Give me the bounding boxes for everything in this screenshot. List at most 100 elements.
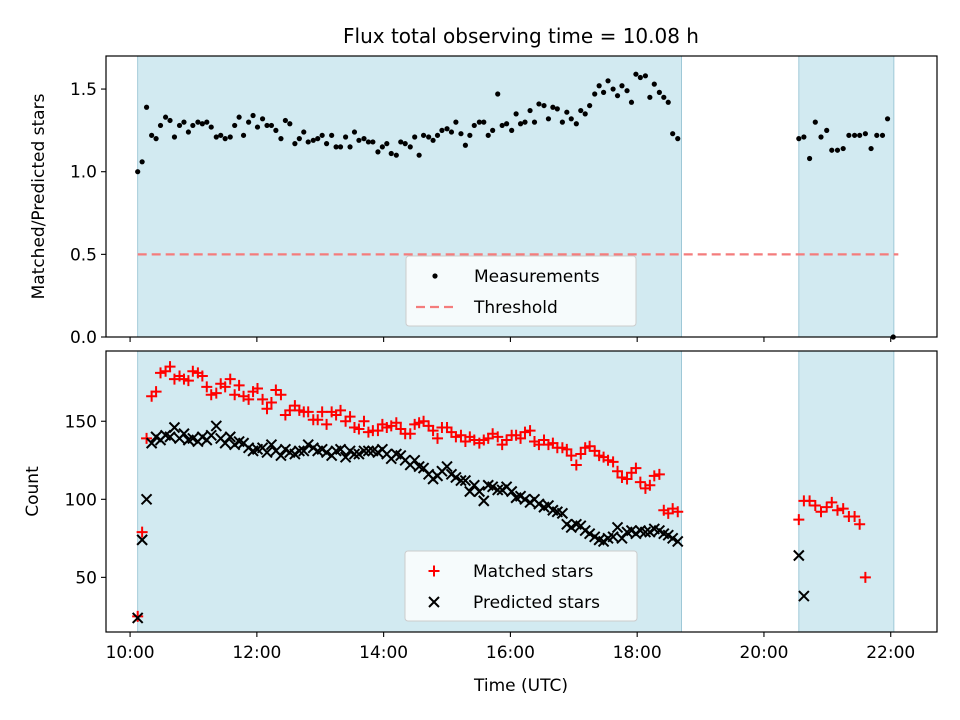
matched-star-point xyxy=(634,476,646,488)
y-tick-label: 100 xyxy=(65,490,97,510)
measurement-point xyxy=(857,132,863,138)
matched-star-point xyxy=(136,526,148,538)
measurement-point xyxy=(370,139,376,145)
measurement-point xyxy=(605,78,611,84)
predicted-star-point xyxy=(334,443,347,456)
predicted-star-point xyxy=(478,495,490,507)
measurement-point xyxy=(254,124,261,130)
matched-star-point xyxy=(826,496,838,508)
legend-box xyxy=(404,550,638,622)
measurement-point xyxy=(310,137,316,143)
predicted-star-point xyxy=(348,448,361,460)
matched-star-point xyxy=(524,425,536,437)
matched-star-point xyxy=(316,406,328,418)
x-tick-label: 18:00 xyxy=(613,643,662,663)
matched-star-point xyxy=(809,500,821,512)
chart-title: Flux total observing time = 10.08 h xyxy=(343,24,699,48)
matched-star-point xyxy=(155,367,167,379)
measurement-point xyxy=(818,134,824,140)
measurement-point xyxy=(319,132,325,138)
measurement-point xyxy=(208,124,214,130)
measurement-point xyxy=(568,116,574,122)
predicted-star-point xyxy=(353,448,365,460)
measurement-point xyxy=(407,144,413,150)
matched-star-point xyxy=(219,381,231,393)
matched-star-point xyxy=(612,465,624,477)
measurement-point xyxy=(287,121,293,127)
measurement-point xyxy=(573,121,579,127)
matched-star-point xyxy=(492,431,504,443)
matched-star-point xyxy=(455,429,467,441)
measurement-point xyxy=(647,94,653,100)
measurement-point xyxy=(333,144,339,150)
measurement-point xyxy=(610,86,616,92)
measurement-point xyxy=(227,134,233,140)
measurement-point xyxy=(490,127,496,133)
legend-label: Matched stars xyxy=(473,562,593,582)
y-tick-label: 150 xyxy=(65,412,97,432)
measurement-point xyxy=(240,132,247,138)
matched-star-point xyxy=(201,381,213,393)
predicted-star-point xyxy=(224,431,236,443)
measurement-point xyxy=(347,144,353,150)
predicted-star-point xyxy=(358,445,370,457)
measurement-point xyxy=(282,117,288,124)
measurement-point xyxy=(199,121,205,127)
matched-star-point xyxy=(602,454,614,466)
legend-box xyxy=(405,255,637,327)
predicted-star-point xyxy=(565,521,577,534)
measurement-point xyxy=(656,89,662,95)
matched-star-point xyxy=(427,425,439,437)
measurement-point xyxy=(232,122,238,129)
predicted-star-point xyxy=(556,507,569,520)
measurement-point xyxy=(642,73,649,79)
matched-star-point xyxy=(257,393,269,405)
y-tick-label: 1.0 xyxy=(70,163,97,183)
matched-star-point xyxy=(849,510,861,522)
matched-star-point xyxy=(570,459,582,471)
matched-star-point xyxy=(621,473,633,485)
measurement-point xyxy=(587,102,593,109)
measurement-point xyxy=(840,145,846,152)
measurement-point xyxy=(259,116,266,122)
measurement-point xyxy=(301,129,307,135)
measurement-point xyxy=(204,119,210,125)
measurement-point xyxy=(531,119,538,125)
matched-star-point xyxy=(270,384,282,396)
predicted-star-point xyxy=(320,446,333,459)
matched-star-point xyxy=(561,443,573,455)
matched-star-point xyxy=(132,610,144,622)
measurement-point xyxy=(462,142,469,148)
legend-label: Measurements xyxy=(474,267,600,287)
measurement-point xyxy=(448,129,455,135)
measurement-point xyxy=(329,132,335,138)
predicted-star-point xyxy=(666,532,679,545)
x-axis-label: Time (UTC) xyxy=(473,676,568,696)
matched-star-point xyxy=(265,397,277,409)
predicted-star-point xyxy=(505,485,518,498)
measurement-point xyxy=(292,141,298,147)
measurement-point xyxy=(509,127,515,133)
matched-star-point xyxy=(261,403,273,415)
measurement-point xyxy=(195,119,201,125)
measurement-point xyxy=(824,127,830,133)
x-tick-label: 16:00 xyxy=(486,643,535,663)
matched-star-point xyxy=(804,495,816,507)
predicted-star-point xyxy=(339,451,352,463)
measurement-point xyxy=(323,141,330,147)
matched-star-point xyxy=(224,373,236,385)
predicted-star-point xyxy=(261,446,273,459)
measurement-point xyxy=(181,119,187,125)
measurement-point xyxy=(365,139,372,145)
predicted-star-point xyxy=(298,445,310,457)
measurement-point xyxy=(337,144,344,150)
measurement-point xyxy=(153,136,159,142)
measurement-point xyxy=(393,152,399,158)
measurement-point xyxy=(432,273,438,279)
measurement-point xyxy=(499,122,505,129)
measurement-point xyxy=(278,136,284,142)
matched-star-point xyxy=(243,393,255,405)
measurement-point xyxy=(554,106,560,112)
measurement-point xyxy=(504,121,510,127)
